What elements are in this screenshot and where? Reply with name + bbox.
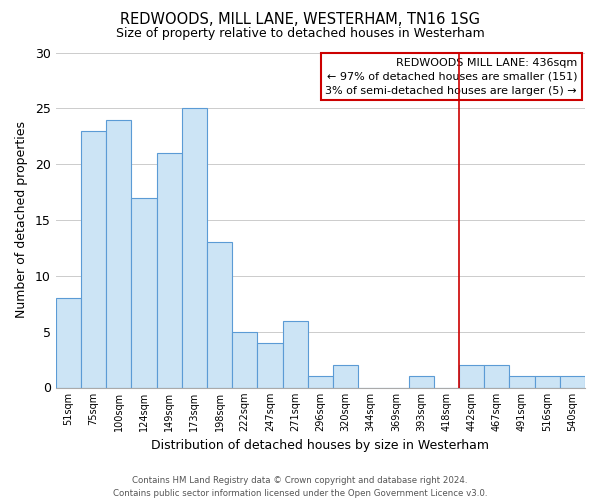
Bar bbox=[459, 365, 484, 388]
Bar bbox=[560, 376, 585, 388]
Bar bbox=[131, 198, 157, 388]
Bar bbox=[484, 365, 509, 388]
Bar bbox=[409, 376, 434, 388]
Bar bbox=[81, 130, 106, 388]
Text: Size of property relative to detached houses in Westerham: Size of property relative to detached ho… bbox=[116, 28, 484, 40]
Bar bbox=[509, 376, 535, 388]
Bar bbox=[283, 320, 308, 388]
X-axis label: Distribution of detached houses by size in Westerham: Distribution of detached houses by size … bbox=[151, 440, 490, 452]
Bar bbox=[232, 332, 257, 388]
Text: REDWOODS, MILL LANE, WESTERHAM, TN16 1SG: REDWOODS, MILL LANE, WESTERHAM, TN16 1SG bbox=[120, 12, 480, 28]
Bar bbox=[535, 376, 560, 388]
Bar bbox=[308, 376, 333, 388]
Bar bbox=[207, 242, 232, 388]
Bar bbox=[106, 120, 131, 388]
Bar bbox=[333, 365, 358, 388]
Text: Contains HM Land Registry data © Crown copyright and database right 2024.
Contai: Contains HM Land Registry data © Crown c… bbox=[113, 476, 487, 498]
Bar bbox=[257, 343, 283, 388]
Bar bbox=[182, 108, 207, 388]
Text: REDWOODS MILL LANE: 436sqm
← 97% of detached houses are smaller (151)
3% of semi: REDWOODS MILL LANE: 436sqm ← 97% of deta… bbox=[325, 58, 577, 96]
Bar bbox=[56, 298, 81, 388]
Bar bbox=[157, 153, 182, 388]
Y-axis label: Number of detached properties: Number of detached properties bbox=[15, 122, 28, 318]
